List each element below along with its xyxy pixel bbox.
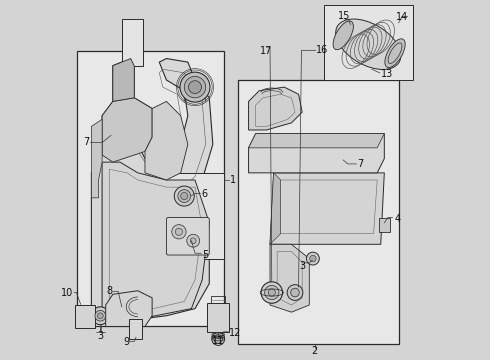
Circle shape [180,72,210,102]
Circle shape [174,186,194,206]
Polygon shape [270,173,384,244]
Bar [323,5,413,80]
Text: 4: 4 [394,213,400,224]
Text: 10: 10 [61,288,74,298]
Circle shape [95,310,106,321]
Circle shape [212,333,224,345]
Text: 3: 3 [300,261,306,271]
Polygon shape [379,217,390,232]
Text: 7: 7 [358,159,364,169]
Circle shape [287,285,303,300]
Circle shape [184,76,206,98]
Circle shape [98,313,103,319]
Circle shape [214,335,222,343]
Polygon shape [102,98,152,162]
Circle shape [306,252,319,265]
Text: 13: 13 [381,69,393,79]
Circle shape [189,81,201,94]
Text: 8: 8 [107,287,113,296]
Text: 9: 9 [123,337,130,347]
Polygon shape [248,134,384,148]
Polygon shape [92,59,213,319]
Circle shape [310,255,316,262]
Polygon shape [270,173,281,244]
Ellipse shape [333,21,353,50]
Bar [75,305,95,328]
Circle shape [92,307,109,325]
Text: 16: 16 [317,45,329,55]
Circle shape [175,228,182,235]
Text: 3: 3 [98,331,104,341]
Text: 17: 17 [260,46,272,56]
Circle shape [261,282,283,303]
Circle shape [190,238,196,244]
Circle shape [178,190,191,203]
Ellipse shape [336,19,401,69]
Polygon shape [113,59,134,102]
Circle shape [291,288,299,297]
Polygon shape [106,291,152,327]
Bar [207,303,229,332]
Text: 6: 6 [201,189,208,199]
Circle shape [187,234,199,247]
Circle shape [265,285,279,300]
Polygon shape [102,162,209,319]
Circle shape [172,225,186,239]
Bar [77,51,223,327]
Text: 14: 14 [396,13,409,22]
FancyBboxPatch shape [167,217,209,255]
Ellipse shape [385,39,405,68]
Bar [163,173,223,258]
Polygon shape [248,87,302,130]
Circle shape [181,193,188,200]
Text: 11: 11 [212,336,224,346]
Polygon shape [248,134,384,173]
Text: 2: 2 [312,346,318,356]
Text: 12: 12 [229,328,242,338]
Bar [122,19,143,66]
Text: 7: 7 [83,138,90,148]
Polygon shape [145,102,188,180]
Bar [238,80,398,344]
Text: 1: 1 [230,175,236,185]
Bar [129,319,143,339]
Polygon shape [270,244,309,312]
Text: 5: 5 [202,250,208,260]
Circle shape [268,289,275,296]
Polygon shape [92,119,102,198]
Text: 15: 15 [338,12,350,21]
